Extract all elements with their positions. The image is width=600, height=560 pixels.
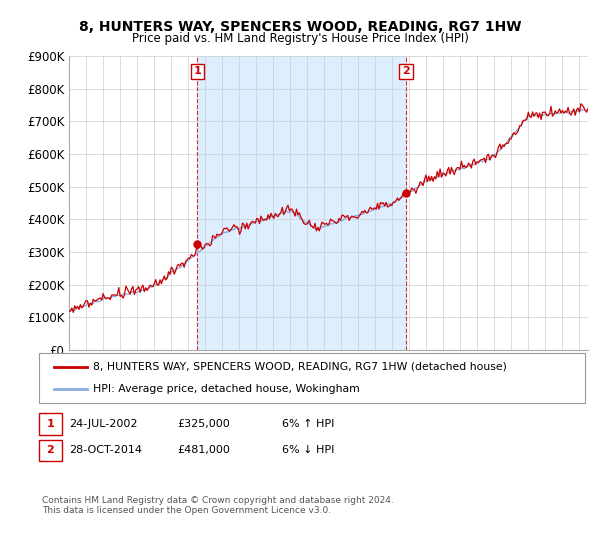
- Text: Price paid vs. HM Land Registry's House Price Index (HPI): Price paid vs. HM Land Registry's House …: [131, 32, 469, 45]
- Text: 1: 1: [194, 66, 202, 76]
- Text: 1: 1: [47, 419, 54, 429]
- Text: 8, HUNTERS WAY, SPENCERS WOOD, READING, RG7 1HW: 8, HUNTERS WAY, SPENCERS WOOD, READING, …: [79, 20, 521, 34]
- Text: 6% ↓ HPI: 6% ↓ HPI: [282, 445, 334, 455]
- Text: 2: 2: [402, 66, 410, 76]
- Text: Contains HM Land Registry data © Crown copyright and database right 2024.
This d: Contains HM Land Registry data © Crown c…: [42, 496, 394, 515]
- Text: £325,000: £325,000: [177, 419, 230, 429]
- Text: 6% ↑ HPI: 6% ↑ HPI: [282, 419, 334, 429]
- Text: £481,000: £481,000: [177, 445, 230, 455]
- Text: 2: 2: [47, 445, 54, 455]
- Text: HPI: Average price, detached house, Wokingham: HPI: Average price, detached house, Woki…: [93, 384, 360, 394]
- Text: 28-OCT-2014: 28-OCT-2014: [69, 445, 142, 455]
- Bar: [197, 56, 406, 350]
- Text: 24-JUL-2002: 24-JUL-2002: [69, 419, 137, 429]
- Text: 8, HUNTERS WAY, SPENCERS WOOD, READING, RG7 1HW (detached house): 8, HUNTERS WAY, SPENCERS WOOD, READING, …: [93, 362, 507, 372]
